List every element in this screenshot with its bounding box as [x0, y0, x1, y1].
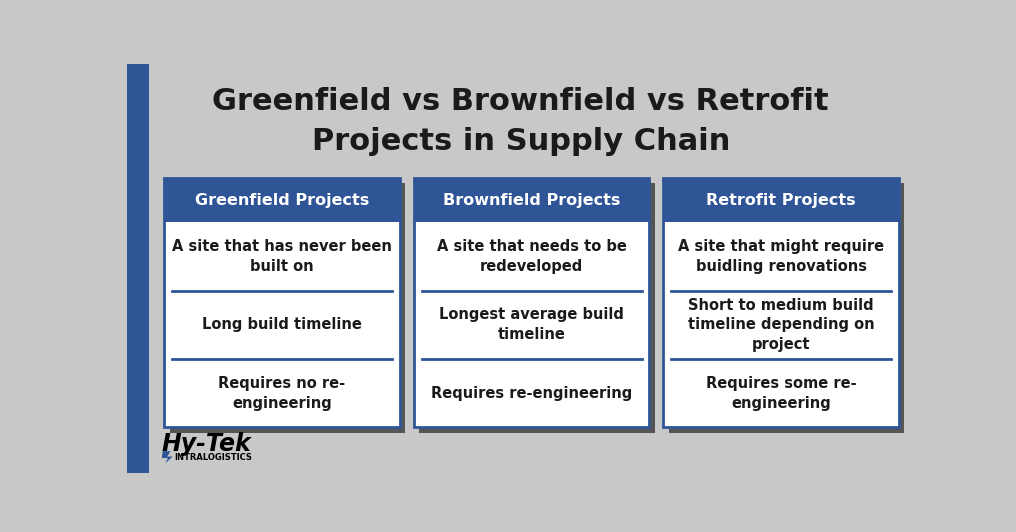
FancyBboxPatch shape [170, 183, 405, 433]
FancyBboxPatch shape [663, 178, 899, 222]
Polygon shape [162, 451, 173, 463]
Text: Hy‑Tek: Hy‑Tek [162, 432, 252, 456]
Text: Requires no re-
engineering: Requires no re- engineering [218, 376, 345, 411]
FancyBboxPatch shape [127, 64, 148, 473]
Text: A site that might require
buidling renovations: A site that might require buidling renov… [678, 239, 884, 274]
Text: INTRALOGISTICS: INTRALOGISTICS [175, 453, 252, 462]
Text: Requires re-engineering: Requires re-engineering [431, 386, 632, 401]
FancyBboxPatch shape [420, 183, 654, 433]
Text: Greenfield Projects: Greenfield Projects [195, 193, 369, 207]
FancyBboxPatch shape [165, 178, 400, 427]
Text: A site that needs to be
redeveloped: A site that needs to be redeveloped [437, 239, 627, 274]
Text: Retrofit Projects: Retrofit Projects [706, 193, 855, 207]
Text: Brownfield Projects: Brownfield Projects [443, 193, 620, 207]
FancyBboxPatch shape [165, 178, 400, 222]
Text: Long build timeline: Long build timeline [202, 318, 362, 332]
FancyBboxPatch shape [663, 178, 899, 427]
Text: Short to medium build
timeline depending on
project: Short to medium build timeline depending… [688, 297, 875, 352]
FancyBboxPatch shape [414, 178, 649, 222]
FancyBboxPatch shape [669, 183, 904, 433]
Text: Requires some re-
engineering: Requires some re- engineering [706, 376, 856, 411]
Text: A site that has never been
built on: A site that has never been built on [172, 239, 392, 274]
Text: Longest average build
timeline: Longest average build timeline [439, 307, 624, 342]
FancyBboxPatch shape [414, 178, 649, 427]
Text: Greenfield vs Brownfield vs Retrofit
Projects in Supply Chain: Greenfield vs Brownfield vs Retrofit Pro… [212, 87, 829, 156]
